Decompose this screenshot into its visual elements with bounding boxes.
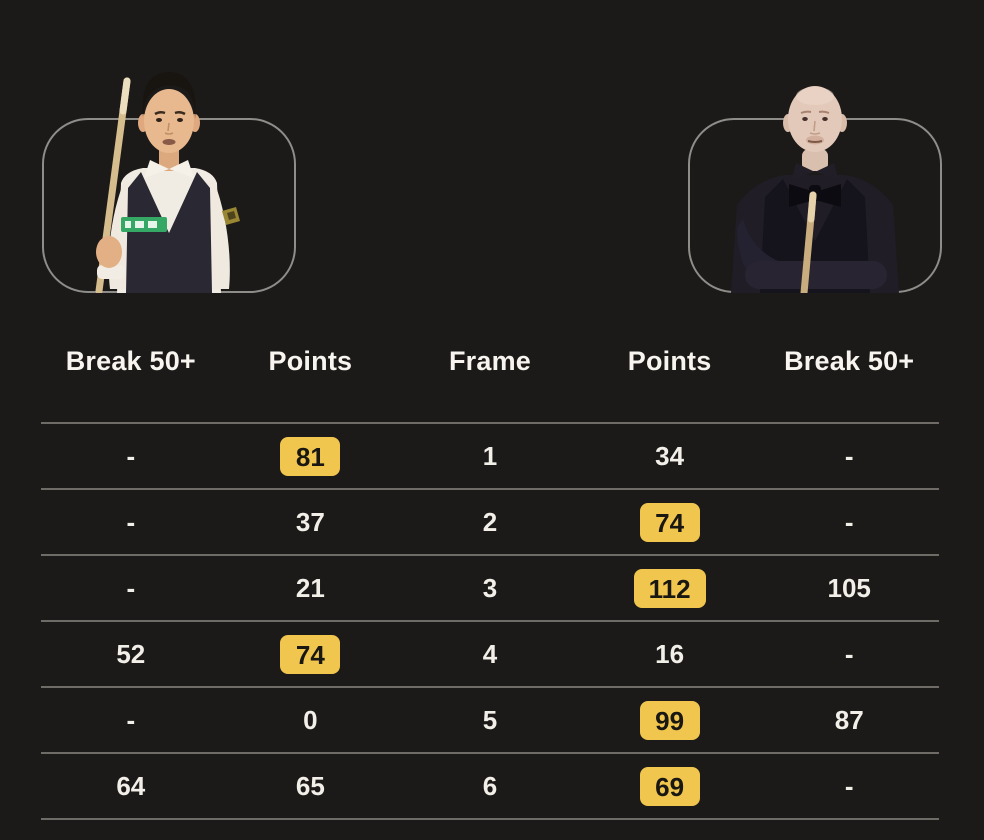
player-left-photo	[42, 72, 296, 293]
cell-points-left: 0	[221, 707, 401, 733]
cell-break-left: -	[41, 443, 221, 469]
frame-row: - 37 2 74 -	[41, 488, 939, 554]
cell-value: 6	[482, 771, 498, 801]
cell-break-left: -	[41, 575, 221, 601]
cell-frame: 5	[400, 707, 580, 733]
cell-value: -	[844, 639, 854, 669]
winning-points-badge: 99	[639, 700, 700, 740]
cell-value: -	[126, 507, 136, 537]
cell-value: 21	[295, 573, 325, 603]
col-header-points-right: Points	[627, 346, 712, 376]
col-header-break50-left: Break 50+	[65, 346, 196, 376]
cell-frame: 3	[400, 575, 580, 601]
cell-break-left: 64	[41, 773, 221, 799]
cell-value: 5	[482, 705, 498, 735]
col-header-points-left: Points	[268, 346, 353, 376]
cell-break-right: -	[759, 509, 939, 535]
winning-points-badge: 74	[639, 502, 700, 542]
cell-value: 16	[655, 639, 685, 669]
cell-points-left: 21	[221, 575, 401, 601]
cell-break-right: 105	[759, 575, 939, 601]
cell-value: 105	[827, 573, 871, 603]
cell-points-right: 112	[580, 568, 760, 608]
frame-row: - 21 3 112 105	[41, 554, 939, 620]
cell-points-left: 81	[221, 436, 401, 476]
winning-points-badge: 69	[639, 766, 700, 806]
frame-row: 64 65 6 69 -	[41, 752, 939, 818]
cell-value: 37	[295, 507, 325, 537]
cell-break-right: 87	[759, 707, 939, 733]
cell-points-left: 37	[221, 509, 401, 535]
frame-scores-table: Break 50+ Points Frame Points Break 50+ …	[41, 346, 939, 820]
cell-value: 64	[116, 771, 146, 801]
frame-row: 52 74 4 16 -	[41, 620, 939, 686]
winning-points-badge: 112	[633, 568, 706, 608]
cell-value: 87	[834, 705, 864, 735]
table-header-row: Break 50+ Points Frame Points Break 50+	[41, 346, 939, 376]
cell-break-right: -	[759, 443, 939, 469]
cell-frame: 1	[400, 443, 580, 469]
cell-value: 34	[655, 441, 685, 471]
cell-break-left: -	[41, 707, 221, 733]
cell-points-left: 65	[221, 773, 401, 799]
player-right-photo	[688, 86, 942, 293]
cell-break-left: 52	[41, 641, 221, 667]
cell-value: -	[126, 441, 136, 471]
table-body: - 81 1 34 - - 37 2 74 - - 21 3 112 105 52 74 4 16 - - 0 5 99 87 6…	[41, 422, 939, 820]
frame-row: - 81 1 34 -	[41, 422, 939, 488]
player-right-portrait	[731, 86, 899, 293]
cell-value: 4	[482, 639, 498, 669]
col-header-frame: Frame	[448, 346, 532, 376]
cell-points-right: 74	[580, 502, 760, 542]
cell-points-right: 69	[580, 766, 760, 806]
cell-value: 52	[116, 639, 146, 669]
cell-value: -	[126, 705, 136, 735]
winning-points-badge: 74	[280, 634, 341, 674]
cell-value: 65	[295, 771, 325, 801]
cell-value: -	[844, 507, 854, 537]
cell-value: 0	[303, 705, 318, 735]
cell-frame: 6	[400, 773, 580, 799]
cell-points-right: 34	[580, 443, 760, 469]
winning-points-badge: 81	[280, 436, 341, 476]
cell-break-right: -	[759, 641, 939, 667]
cell-points-right: 99	[580, 700, 760, 740]
cell-value: 2	[482, 507, 498, 537]
cell-value: 1	[482, 441, 498, 471]
player-left-portrait	[95, 72, 240, 293]
cell-points-right: 16	[580, 641, 760, 667]
cell-frame: 4	[400, 641, 580, 667]
cell-break-left: -	[41, 509, 221, 535]
cell-value: -	[844, 771, 854, 801]
cell-value: -	[844, 441, 854, 471]
cell-points-left: 74	[221, 634, 401, 674]
cell-value: -	[126, 573, 136, 603]
cell-value: 3	[482, 573, 498, 603]
cell-break-right: -	[759, 773, 939, 799]
col-header-break50-right: Break 50+	[784, 346, 915, 376]
cell-frame: 2	[400, 509, 580, 535]
frame-row: - 0 5 99 87	[41, 686, 939, 752]
